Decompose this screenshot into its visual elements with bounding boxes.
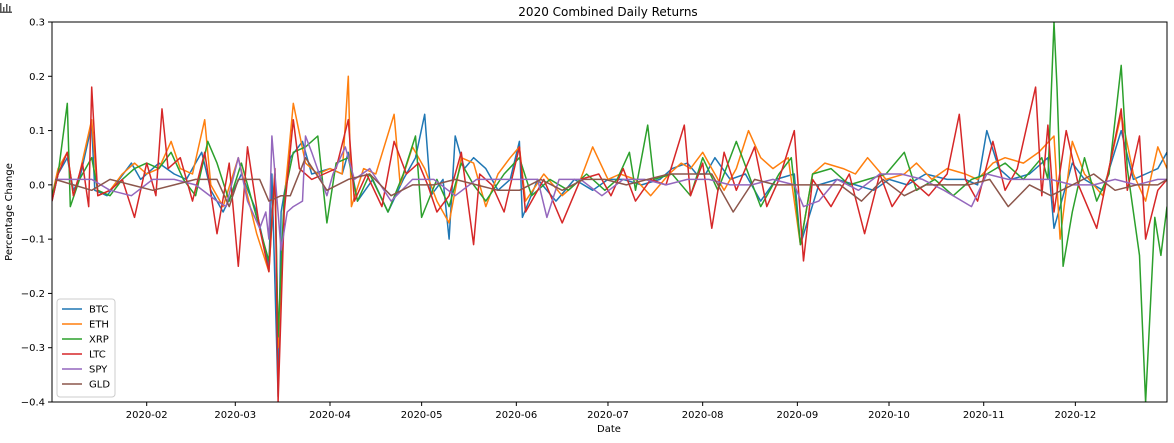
series-line-xrp	[52, 22, 1167, 402]
legend-label-spy: SPY	[89, 365, 108, 376]
x-tick-label: 2020-09	[776, 410, 818, 421]
x-axis: 2020-02 2020-03 2020-04 2020-05 2020-06 2020-…	[126, 402, 1096, 421]
series-line-btc	[52, 113, 1167, 398]
series-layer	[52, 22, 1167, 402]
y-tick-label: −0.4	[21, 398, 45, 409]
legend-label-gld: GLD	[89, 380, 110, 391]
x-tick-label: 2020-11	[963, 410, 1005, 421]
y-tick-label: 0.0	[29, 180, 45, 191]
y-axis: −0.4 −0.3 −0.2 −0.1 0.0 0.1 0.2 0.3	[21, 18, 52, 409]
x-tick-label: 2020-07	[587, 410, 629, 421]
x-tick-label: 2020-04	[309, 410, 351, 421]
series-line-spy	[55, 135, 1167, 251]
x-tick-label: 2020-12	[1054, 410, 1096, 421]
legend-label-eth: ETH	[89, 320, 109, 331]
series-line-gld	[54, 156, 1167, 213]
x-tick-label: 2020-08	[682, 410, 724, 421]
bar-chart-icon	[0, 3, 12, 13]
legend-label-xrp: XRP	[89, 335, 109, 346]
x-tick-label: 2020-03	[214, 410, 256, 421]
legend: BTC ETH XRP LTC SPY GLD	[56, 298, 116, 398]
y-tick-label: −0.3	[21, 343, 45, 354]
x-tick-label: 2020-06	[495, 410, 537, 421]
y-tick-label: −0.2	[21, 289, 45, 300]
y-axis-title: Percentage Change	[4, 163, 15, 261]
x-axis-title: Date	[597, 424, 621, 435]
series-line-eth	[52, 75, 1167, 349]
y-tick-label: 0.1	[29, 126, 45, 137]
y-tick-label: 0.3	[29, 18, 45, 29]
y-tick-label: −0.1	[21, 235, 45, 246]
y-tick-label: 0.2	[29, 72, 45, 83]
x-tick-label: 2020-10	[868, 410, 910, 421]
series-line-ltc	[52, 86, 1167, 402]
x-tick-label: 2020-02	[126, 410, 168, 421]
legend-label-btc: BTC	[89, 305, 108, 316]
plot-frame	[51, 21, 1168, 403]
legend-label-ltc: LTC	[89, 350, 106, 361]
chart-title: 2020 Combined Daily Returns	[518, 5, 697, 19]
x-tick-label: 2020-05	[401, 410, 443, 421]
